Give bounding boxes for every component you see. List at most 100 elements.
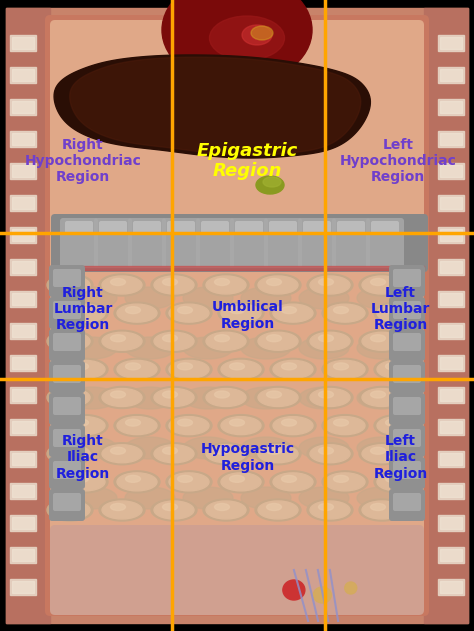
FancyBboxPatch shape <box>298 218 336 268</box>
FancyBboxPatch shape <box>393 429 421 447</box>
Ellipse shape <box>359 443 405 465</box>
Ellipse shape <box>215 504 229 510</box>
Ellipse shape <box>357 337 407 359</box>
Ellipse shape <box>270 471 316 493</box>
Ellipse shape <box>117 416 157 435</box>
Ellipse shape <box>218 358 264 380</box>
Ellipse shape <box>282 475 297 482</box>
FancyBboxPatch shape <box>49 265 85 297</box>
FancyBboxPatch shape <box>60 218 98 268</box>
FancyBboxPatch shape <box>49 489 85 521</box>
Ellipse shape <box>47 330 93 352</box>
Polygon shape <box>54 55 370 158</box>
FancyBboxPatch shape <box>393 461 421 479</box>
Ellipse shape <box>154 333 194 350</box>
Ellipse shape <box>166 415 212 437</box>
Ellipse shape <box>151 330 197 352</box>
Ellipse shape <box>73 419 89 426</box>
Ellipse shape <box>162 0 312 85</box>
Ellipse shape <box>125 387 175 409</box>
Ellipse shape <box>255 499 301 521</box>
Ellipse shape <box>62 471 108 493</box>
Ellipse shape <box>126 419 140 426</box>
Ellipse shape <box>313 587 331 603</box>
Bar <box>438 547 464 563</box>
Ellipse shape <box>229 419 245 426</box>
Ellipse shape <box>58 335 73 342</box>
Ellipse shape <box>221 304 261 322</box>
Ellipse shape <box>203 387 249 408</box>
Ellipse shape <box>377 473 417 491</box>
FancyBboxPatch shape <box>393 397 421 415</box>
Ellipse shape <box>299 487 349 509</box>
Bar <box>440 37 462 49</box>
Ellipse shape <box>266 335 282 342</box>
Ellipse shape <box>359 387 405 408</box>
Ellipse shape <box>47 387 93 408</box>
Ellipse shape <box>62 302 108 324</box>
Ellipse shape <box>310 333 350 350</box>
Ellipse shape <box>319 391 334 398</box>
FancyBboxPatch shape <box>371 221 399 235</box>
FancyBboxPatch shape <box>49 457 85 489</box>
Bar <box>438 195 464 211</box>
Bar <box>438 131 464 147</box>
Ellipse shape <box>169 304 209 322</box>
Bar <box>12 133 34 145</box>
Ellipse shape <box>385 475 401 482</box>
Ellipse shape <box>215 447 229 454</box>
FancyBboxPatch shape <box>269 221 297 235</box>
FancyBboxPatch shape <box>393 333 421 351</box>
Ellipse shape <box>206 333 246 350</box>
Ellipse shape <box>126 475 140 482</box>
FancyBboxPatch shape <box>389 297 425 329</box>
Ellipse shape <box>177 419 192 426</box>
Ellipse shape <box>256 176 284 194</box>
Ellipse shape <box>242 25 272 45</box>
Bar <box>438 515 464 531</box>
Bar <box>12 357 34 369</box>
Ellipse shape <box>385 419 401 426</box>
Ellipse shape <box>151 274 197 296</box>
Bar <box>12 453 34 465</box>
FancyBboxPatch shape <box>65 221 93 235</box>
FancyBboxPatch shape <box>196 218 234 268</box>
FancyBboxPatch shape <box>49 297 85 329</box>
Ellipse shape <box>374 471 420 493</box>
FancyBboxPatch shape <box>389 329 425 361</box>
Ellipse shape <box>67 437 117 459</box>
Ellipse shape <box>67 487 117 509</box>
Bar <box>10 227 36 243</box>
Ellipse shape <box>203 330 249 352</box>
Bar <box>440 581 462 593</box>
Ellipse shape <box>166 358 212 380</box>
Ellipse shape <box>325 473 365 491</box>
Ellipse shape <box>58 504 73 510</box>
Ellipse shape <box>359 330 405 352</box>
Bar <box>440 261 462 273</box>
Ellipse shape <box>102 445 142 463</box>
Ellipse shape <box>110 504 126 510</box>
Bar <box>438 579 464 595</box>
Bar <box>440 133 462 145</box>
Ellipse shape <box>125 287 175 309</box>
Ellipse shape <box>102 276 142 294</box>
Bar <box>10 515 36 531</box>
Text: Left
Hypochondriac
Region: Left Hypochondriac Region <box>340 138 456 184</box>
Ellipse shape <box>166 302 212 324</box>
Ellipse shape <box>114 358 160 380</box>
FancyBboxPatch shape <box>393 301 421 319</box>
Bar <box>12 421 34 433</box>
Ellipse shape <box>110 391 126 398</box>
Ellipse shape <box>362 501 402 519</box>
FancyBboxPatch shape <box>235 221 263 235</box>
Bar <box>10 259 36 275</box>
Ellipse shape <box>163 335 177 342</box>
Ellipse shape <box>125 487 175 509</box>
Ellipse shape <box>359 274 405 296</box>
Ellipse shape <box>377 360 417 379</box>
Bar <box>10 291 36 307</box>
Ellipse shape <box>334 307 348 314</box>
Ellipse shape <box>229 475 245 482</box>
Bar <box>440 197 462 209</box>
